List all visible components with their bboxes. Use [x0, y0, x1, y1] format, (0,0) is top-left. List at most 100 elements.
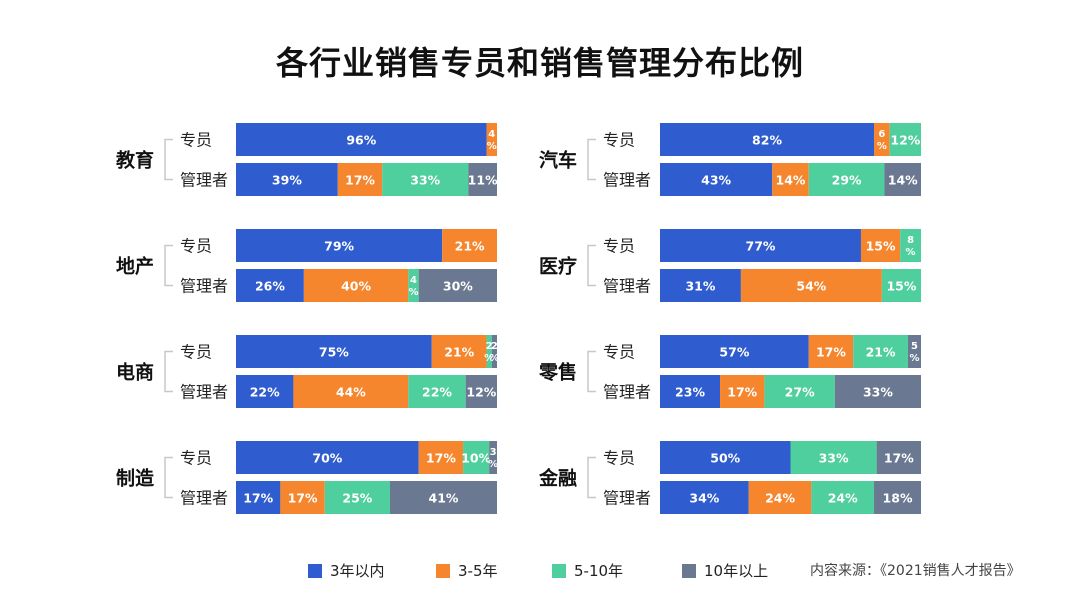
bar-segment-5-10yr	[408, 375, 466, 408]
bracket-line	[587, 350, 596, 393]
data-label: 25%	[342, 491, 372, 506]
data-label: 40%	[341, 279, 371, 294]
bar-segment-3yr	[660, 375, 721, 408]
legend-item-5-10yr: 5-10年	[552, 560, 623, 581]
row-label-manager: 管理者	[180, 171, 228, 190]
legend-label-3yr: 3年以内	[330, 562, 385, 580]
industry-label: 金融	[538, 467, 577, 490]
data-label: 6%	[877, 129, 887, 152]
bar-segment-5-10yr	[853, 335, 908, 368]
data-label: 4%	[487, 129, 497, 152]
data-label: 54%	[796, 279, 826, 294]
legend-label-10yr-plus: 10年以上	[704, 562, 769, 580]
data-label: 33%	[863, 385, 893, 400]
industry-label: 地产	[116, 255, 154, 278]
industry-label: 医疗	[539, 255, 577, 278]
row-label-specialist: 专员	[180, 449, 212, 468]
bar-segment-10yr-plus	[489, 441, 497, 474]
data-label: 12%	[890, 133, 920, 148]
data-label: 17%	[243, 491, 273, 506]
data-label: 2%	[484, 341, 494, 364]
legend-swatch-10yr-plus	[682, 563, 696, 578]
legend-label-5-10yr: 5-10年	[574, 562, 624, 580]
legend-item-3-5yr: 3-5年	[436, 560, 498, 581]
data-label: 2%	[489, 341, 499, 364]
industry-group-8: 金融 专员 50% 33% 17% 管理者 34% 24% 24% 18%	[538, 441, 921, 514]
industry-group-1: 教育 专员 96% 4 % 管理者 39% 17% 33% 11%	[116, 123, 498, 196]
legend-item-3yr: 3年以内	[308, 560, 385, 581]
bar-segment-3yr	[236, 123, 487, 156]
bracket-line	[587, 456, 596, 499]
bar-segment-3-5yr	[280, 481, 325, 514]
bar-segment-5-10yr	[790, 441, 877, 474]
bar-segment-5-10yr	[900, 229, 921, 262]
bar-segment-3yr	[660, 123, 875, 156]
bar-segment-5-10yr	[881, 269, 921, 302]
industry-label: 汽车	[539, 149, 577, 172]
data-label: 11%	[468, 173, 498, 188]
bar-segment-3yr	[236, 163, 338, 196]
row-label-specialist: 专员	[180, 131, 212, 150]
data-label: 96%	[346, 133, 376, 148]
row-label-specialist: 专员	[603, 343, 635, 362]
industry-group-5: 汽车 专员 82% 6% 12% 管理者 43% 14% 29% 14%	[539, 123, 921, 196]
bar-segment-3yr	[660, 441, 791, 474]
chart-title: 各行业销售专员和销售管理分布比例	[275, 44, 804, 82]
bracket-line	[164, 138, 173, 181]
bar-segment-3-5yr	[860, 229, 901, 262]
bar-segment-3-5yr	[303, 269, 409, 302]
bar-segment-3yr	[236, 481, 281, 514]
industry-group-4: 制造 专员 70% 17% 10%3 % 管理者 17% 17% 25% 41%	[116, 441, 498, 514]
data-label: 14%	[888, 173, 918, 188]
data-label: 10%	[461, 451, 491, 466]
industry-group-3: 电商 专员 75% 21% 2 %2 % 管理者 22% 44% 22% 12%	[116, 335, 499, 408]
bar-segment-5-10yr	[811, 481, 875, 514]
row-label-manager: 管理者	[180, 383, 228, 402]
bar-segment-3yr	[660, 163, 773, 196]
data-label: 22%	[422, 385, 452, 400]
data-label: 17%	[884, 451, 914, 466]
bar-segment-10yr-plus	[389, 481, 497, 514]
legend-swatch-5-10yr	[552, 563, 566, 578]
data-label: 43%	[701, 173, 731, 188]
data-label: 26%	[255, 279, 285, 294]
bracket-line	[164, 350, 173, 393]
row-label-manager: 管理者	[603, 383, 651, 402]
data-label: 17%	[816, 345, 846, 360]
bar-segment-3yr	[660, 481, 749, 514]
bar-segment-3-5yr	[748, 481, 812, 514]
data-label: 75%	[319, 345, 349, 360]
row-label-manager: 管理者	[603, 171, 651, 190]
bar-segment-3-5yr	[874, 123, 890, 156]
bar-segment-3-5yr	[486, 123, 497, 156]
bar-segment-5-10yr	[324, 481, 390, 514]
bar-segment-3-5yr	[418, 441, 464, 474]
data-label: 15%	[886, 279, 916, 294]
bar-segment-5-10yr	[382, 163, 469, 196]
row-label-specialist: 专员	[603, 449, 635, 468]
bar-segment-10yr-plus	[874, 481, 921, 514]
bar-segment-10yr-plus	[418, 269, 497, 302]
bar-segment-3-5yr	[431, 335, 487, 368]
data-label: 17%	[727, 385, 757, 400]
row-label-manager: 管理者	[180, 489, 228, 508]
data-label: 21%	[866, 345, 896, 360]
bracket-line	[587, 244, 596, 287]
data-label: 33%	[410, 173, 440, 188]
bar-segment-3-5yr	[720, 375, 765, 408]
bar-segment-5-10yr	[764, 375, 835, 408]
bar-segment-3yr	[660, 335, 809, 368]
data-label: 34%	[689, 491, 719, 506]
data-label: 41%	[429, 491, 459, 506]
data-label: 77%	[746, 239, 776, 254]
bar-segment-10yr-plus	[465, 375, 497, 408]
bar-segment-10yr-plus	[876, 441, 921, 474]
bracket-line	[164, 244, 173, 287]
row-label-manager: 管理者	[603, 277, 651, 296]
data-label: 44%	[336, 385, 366, 400]
data-label: 50%	[710, 451, 740, 466]
row-label-specialist: 专员	[603, 237, 635, 256]
row-label-manager: 管理者	[180, 277, 228, 296]
